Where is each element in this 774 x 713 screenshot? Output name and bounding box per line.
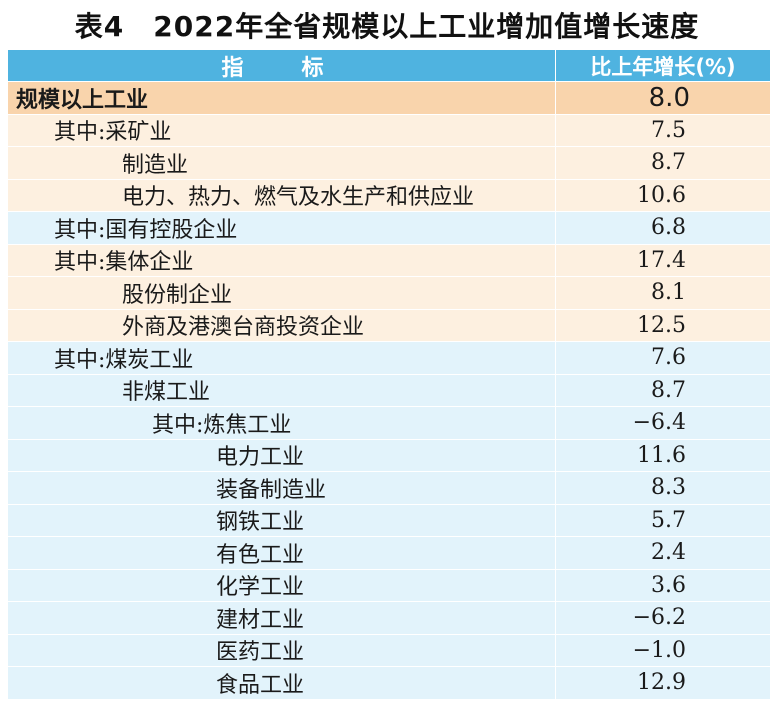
row-value: 12.5 (637, 312, 686, 338)
row-name: 医药工业 (8, 634, 556, 666)
row-value: 8.7 (651, 377, 686, 403)
row-name: 其中:煤炭工业 (8, 342, 556, 374)
row-name: 化学工业 (8, 569, 556, 601)
row-name: 外商及港澳台商投资企业 (8, 309, 556, 341)
table-row: 装备制造业 8.3 (8, 472, 770, 505)
table-row: 有色工业 2.4 (8, 537, 770, 570)
row-value: 6.8 (651, 215, 686, 241)
row-value: 10.6 (637, 182, 686, 208)
row-name: 其中:国有控股企业 (8, 212, 556, 244)
row-name: 其中:炼焦工业 (8, 407, 556, 439)
header-indicator: 指 标 (8, 50, 556, 81)
row-value: 17.4 (637, 247, 686, 273)
row-name: 装备制造业 (8, 472, 556, 504)
table-row: 医药工业 −1.0 (8, 634, 770, 667)
row-value: 8.3 (651, 475, 686, 501)
table-row: 其中:国有控股企业 6.8 (8, 212, 770, 245)
growth-table: 指 标 比上年增长(%) 规模以上工业 8.0 其中:采矿业 7.5 制造业 8… (8, 50, 770, 700)
row-name: 建材工业 (8, 602, 556, 634)
row-value: −6.4 (632, 410, 686, 436)
row-name: 电力、热力、燃气及水生产和供应业 (8, 179, 556, 211)
row-value: 5.7 (651, 507, 686, 533)
table-header-row: 指 标 比上年增长(%) (8, 50, 770, 82)
table-row: 其中:炼焦工业 −6.4 (8, 407, 770, 440)
row-name: 其中:采矿业 (8, 114, 556, 146)
row-name: 电力工业 (8, 439, 556, 471)
table-title: 表4 2022年全省规模以上工业增加值增长速度 (74, 10, 700, 43)
table-row: 其中:采矿业 7.5 (8, 114, 770, 147)
row-value: 7.6 (651, 345, 686, 371)
table-row: 其中:煤炭工业 7.6 (8, 342, 770, 375)
row-name: 有色工业 (8, 537, 556, 569)
row-value: 8.7 (651, 150, 686, 176)
row-value: −1.0 (632, 637, 686, 663)
row-value: 7.5 (651, 117, 686, 143)
table-row: 其中:集体企业 17.4 (8, 244, 770, 277)
row-value: 11.6 (637, 442, 686, 468)
row-name: 规模以上工业 (8, 82, 556, 114)
row-name: 非煤工业 (8, 374, 556, 406)
row-value: 12.9 (637, 670, 686, 696)
table-row: 食品工业 12.9 (8, 667, 770, 700)
table-row: 外商及港澳台商投资企业 12.5 (8, 309, 770, 342)
table-row-total: 规模以上工业 8.0 (8, 82, 770, 115)
table-row: 化学工业 3.6 (8, 569, 770, 602)
row-value: 3.6 (651, 572, 686, 598)
row-value: 8.0 (648, 82, 690, 113)
table-row: 钢铁工业 5.7 (8, 504, 770, 537)
row-name: 制造业 (8, 147, 556, 179)
table-row: 非煤工业 8.7 (8, 374, 770, 407)
table-row: 电力工业 11.6 (8, 439, 770, 472)
row-name: 钢铁工业 (8, 504, 556, 536)
table-row: 股份制企业 8.1 (8, 277, 770, 310)
row-name: 其中:集体企业 (8, 244, 556, 276)
row-name: 股份制企业 (8, 277, 556, 309)
table-row: 制造业 8.7 (8, 147, 770, 180)
row-value: −6.2 (632, 605, 686, 631)
row-name: 食品工业 (8, 667, 556, 699)
header-growth: 比上年增长(%) (590, 54, 736, 79)
table-row: 电力、热力、燃气及水生产和供应业 10.6 (8, 179, 770, 212)
row-value: 2.4 (651, 540, 686, 566)
row-value: 8.1 (651, 280, 686, 306)
table-row: 建材工业 −6.2 (8, 602, 770, 635)
